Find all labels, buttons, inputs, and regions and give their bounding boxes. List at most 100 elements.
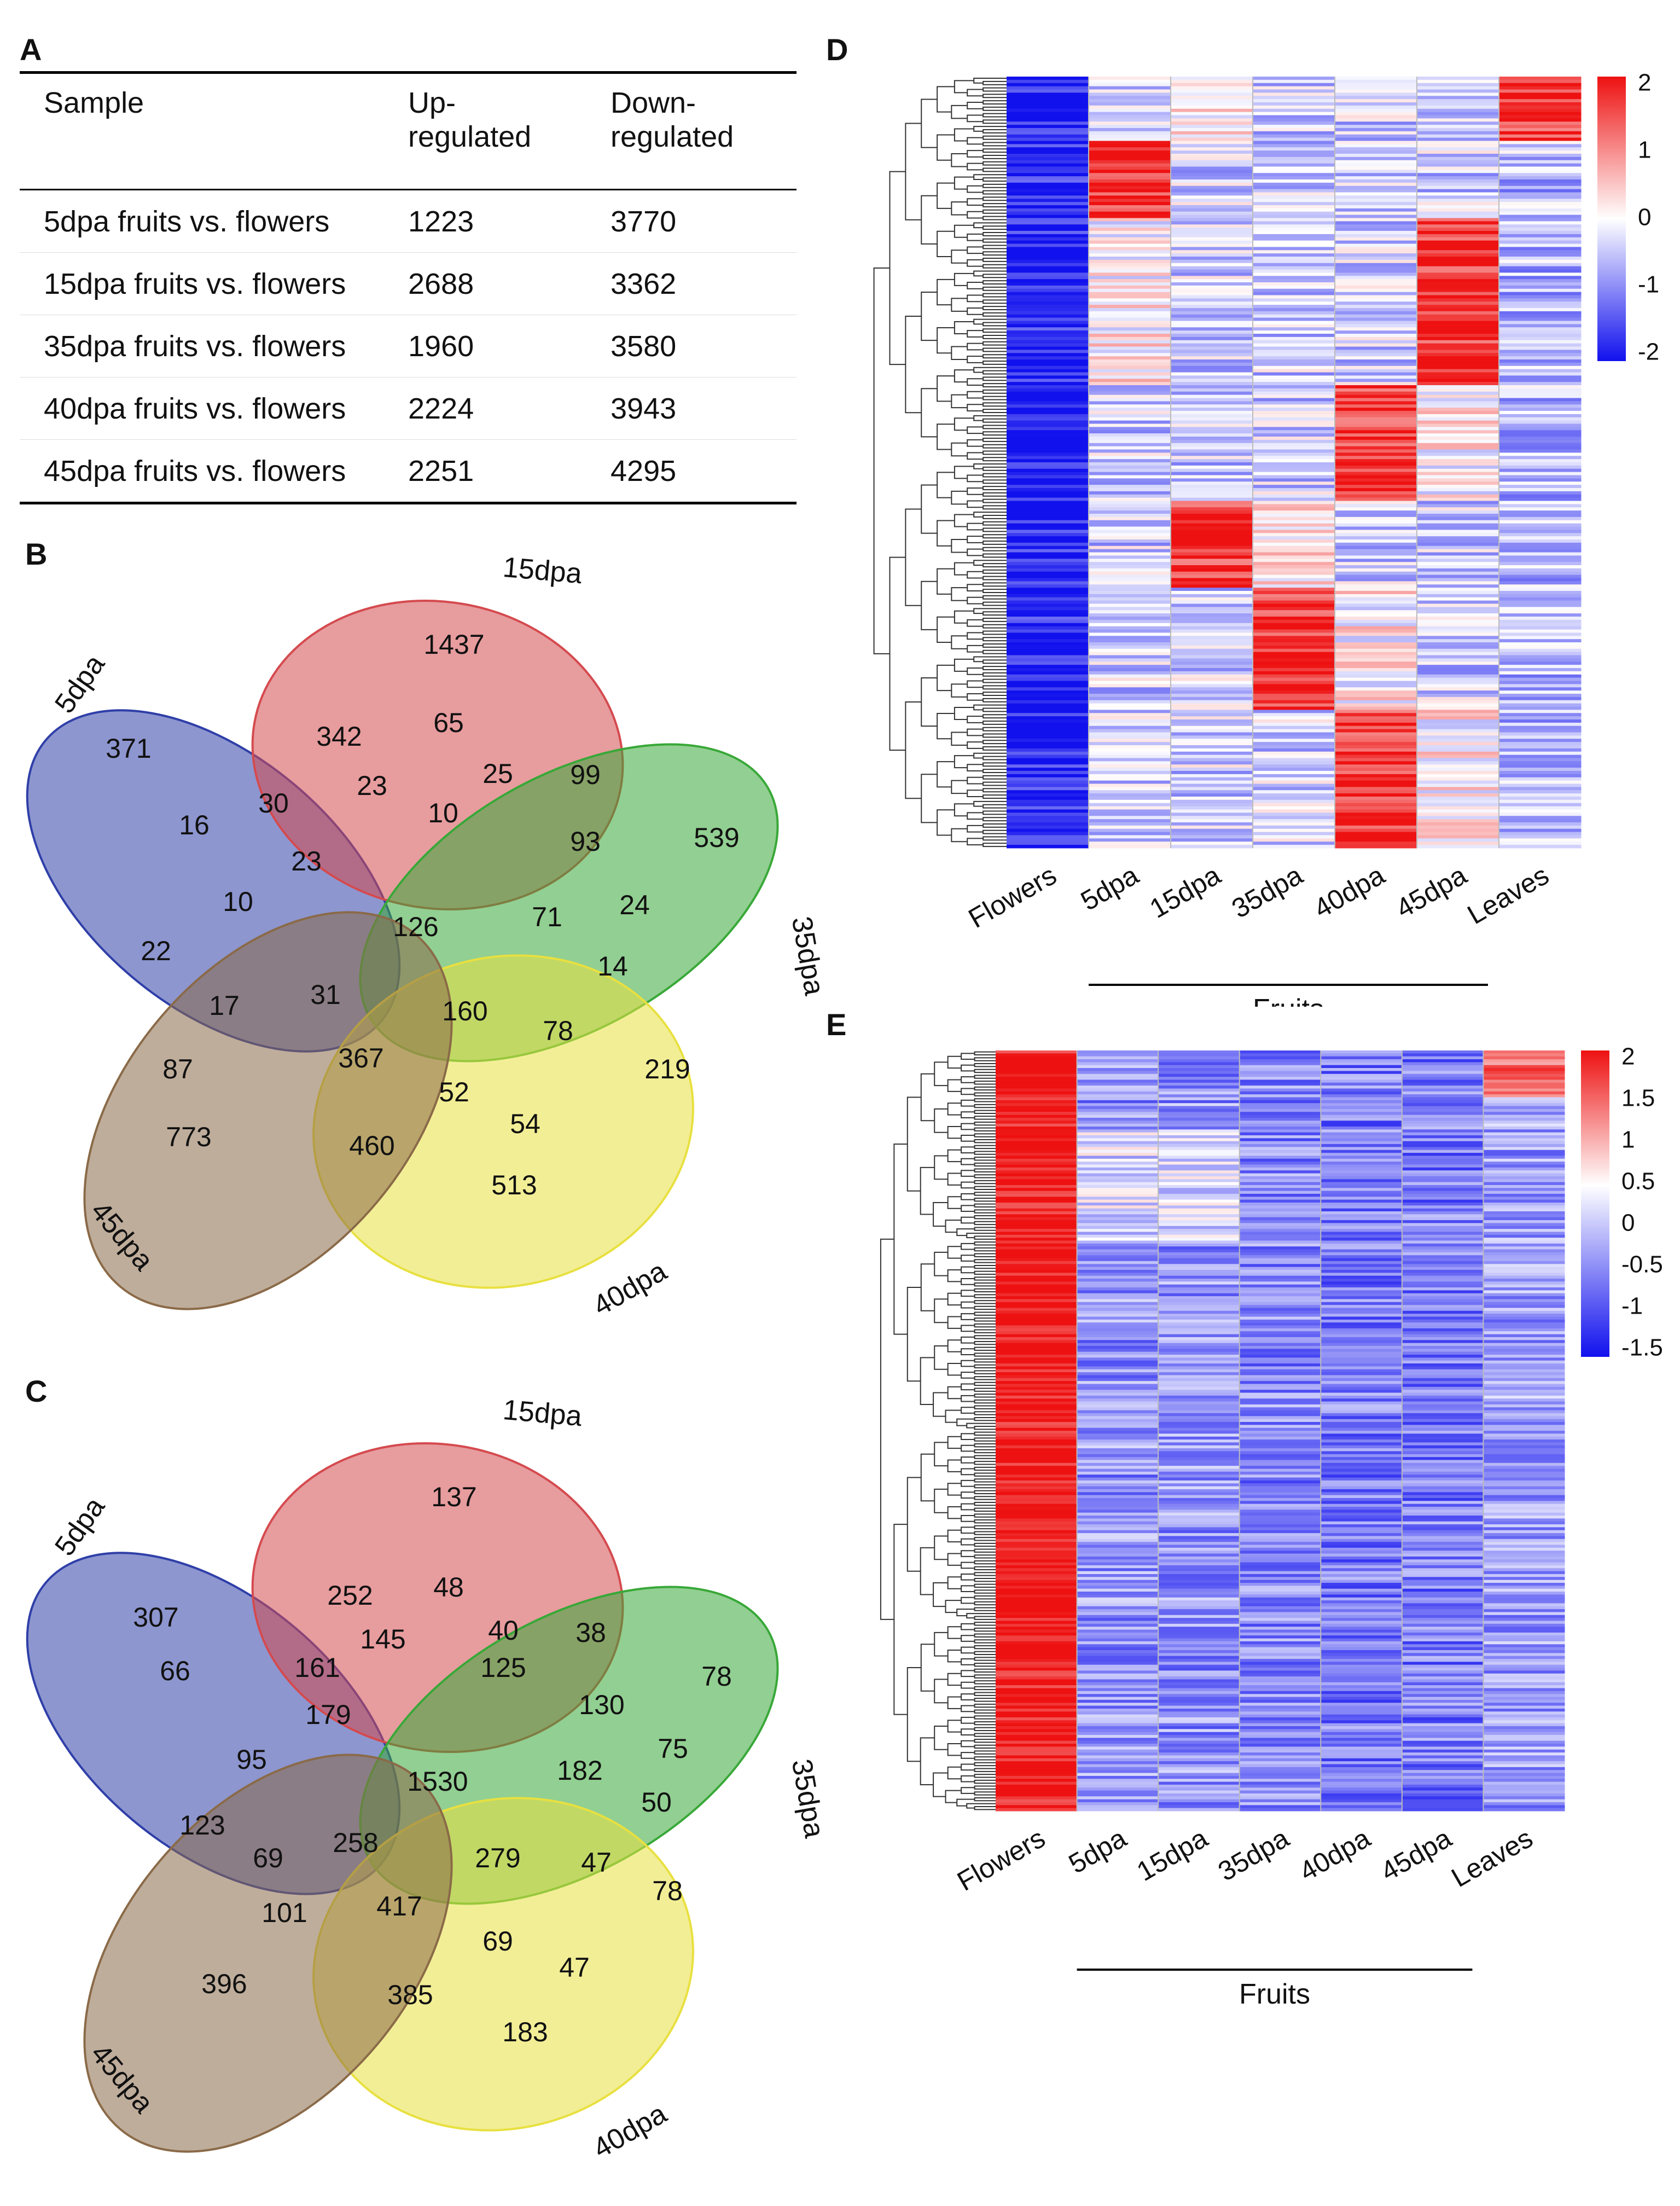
venn-count: 75 xyxy=(658,1733,688,1764)
heatmap-column-label: 5dpa xyxy=(1076,860,1143,916)
legend-tick-label: 0 xyxy=(1621,1210,1635,1236)
venn-set-label: 40dpa xyxy=(588,1255,672,1322)
venn-set-45dpa xyxy=(83,1754,453,2153)
cell-down: 3362 xyxy=(611,267,677,300)
venn-count: 1530 xyxy=(407,1766,468,1797)
cell-up: 1223 xyxy=(408,205,474,238)
table-bottom-rule xyxy=(20,502,797,504)
venn-count: 145 xyxy=(360,1624,405,1655)
venn-count: 93 xyxy=(570,826,601,857)
cell-sample: 35dpa fruits vs. flowers xyxy=(44,329,346,363)
venn-set-label: 5dpa xyxy=(49,1491,111,1561)
cell-down: 3580 xyxy=(611,329,677,363)
venn-count: 16 xyxy=(179,810,210,840)
venn-set-label: 15dpa xyxy=(502,552,583,590)
venn-count: 69 xyxy=(483,1926,513,1957)
venn-count: 258 xyxy=(333,1827,378,1858)
venn-count: 95 xyxy=(236,1744,267,1775)
panel-letter-a: A xyxy=(20,32,42,67)
venn-set-45dpa xyxy=(83,911,453,1310)
header-down: Down- regulated xyxy=(611,86,734,153)
heatmap-column-label: Flowers xyxy=(952,1822,1050,1897)
heatmap-column-label: 15dpa xyxy=(1144,860,1226,924)
venn-count: 22 xyxy=(141,936,171,966)
legend-tick-label: 0.5 xyxy=(1621,1168,1655,1195)
table-top-rule xyxy=(20,71,797,74)
legend-tick-label: -1 xyxy=(1638,271,1659,298)
legend-tick-label: -1 xyxy=(1621,1293,1643,1320)
heatmap-column-label: 35dpa xyxy=(1226,860,1308,924)
venn-count: 40 xyxy=(488,1615,519,1646)
legend-tick-label: 1.5 xyxy=(1621,1085,1655,1112)
venn-count: 30 xyxy=(258,788,289,818)
cell-up: 2224 xyxy=(408,392,474,425)
heatmap-column-label: Flowers xyxy=(963,860,1062,934)
venn-count: 38 xyxy=(575,1617,606,1648)
legend-tick-label: 0 xyxy=(1638,204,1651,231)
venn-count: 52 xyxy=(439,1077,469,1107)
venn-count: 1437 xyxy=(423,629,484,660)
cell-sample: 40dpa fruits vs. flowers xyxy=(44,392,346,425)
legend-tick-label: 1 xyxy=(1638,137,1651,164)
cell-down: 4295 xyxy=(611,454,677,487)
heatmap-dendrogram xyxy=(880,1051,996,1810)
legend-tick-label: -0.5 xyxy=(1621,1251,1663,1278)
heatmap-cells xyxy=(996,1050,1565,1812)
venn-count: 23 xyxy=(291,846,322,876)
venn-count: 78 xyxy=(701,1661,732,1692)
table-row: 40dpa fruits vs. flowers 2224 3943 xyxy=(20,378,797,440)
venn-count: 69 xyxy=(253,1843,283,1873)
venn-count: 50 xyxy=(641,1787,672,1818)
heatmap-column-label: 40dpa xyxy=(1294,1822,1376,1887)
table-row: 45dpa fruits vs. flowers 2251 4295 xyxy=(20,440,797,502)
heatmap-color-legend xyxy=(1581,1050,1609,1357)
header-sample: Sample xyxy=(44,86,144,119)
cell-up: 2688 xyxy=(408,267,474,300)
legend-tick-label: 2 xyxy=(1638,69,1651,96)
cell-sample: 5dpa fruits vs. flowers xyxy=(44,205,330,238)
venn-count: 87 xyxy=(162,1054,193,1084)
heatmap-column-label: 45dpa xyxy=(1375,1822,1457,1887)
fruits-group-label: Fruits xyxy=(1253,994,1324,1007)
venn-set-label: 35dpa xyxy=(786,914,821,998)
venn-count: 179 xyxy=(305,1699,351,1730)
legend-tick-label: 1 xyxy=(1621,1127,1635,1153)
panel-letter-b: B xyxy=(25,537,48,571)
panel-letter-c: C xyxy=(25,1374,48,1408)
table-header-row: Sample Up- regulated Down- regulated xyxy=(20,74,797,189)
venn-count: 25 xyxy=(483,758,513,789)
venn-count: 65 xyxy=(433,707,464,738)
venn-count: 371 xyxy=(106,733,151,764)
heatmap-column-label: 35dpa xyxy=(1213,1822,1294,1887)
venn-count: 307 xyxy=(133,1602,178,1633)
venn-count: 71 xyxy=(532,902,562,932)
venn-count: 137 xyxy=(431,1482,476,1512)
venn-count: 219 xyxy=(644,1054,690,1084)
table-row: 15dpa fruits vs. flowers 2688 3362 xyxy=(20,253,797,315)
fruits-group-label: Fruits xyxy=(1239,1978,1310,2010)
legend-tick-label: -1.5 xyxy=(1621,1334,1663,1361)
cell-sample: 15dpa fruits vs. flowers xyxy=(44,267,346,300)
venn-count: 31 xyxy=(310,979,341,1010)
venn-count: 539 xyxy=(694,822,739,853)
deg-table: Sample Up- regulated Down- regulated 5dp… xyxy=(20,71,797,504)
venn-count: 78 xyxy=(543,1015,573,1046)
venn-count: 17 xyxy=(209,990,240,1021)
heatmap-column-label: 40dpa xyxy=(1309,860,1390,924)
heatmap-color-legend xyxy=(1597,77,1626,361)
cell-down: 3943 xyxy=(611,392,677,425)
table-row: 5dpa fruits vs. flowers 1223 3770 xyxy=(20,190,797,253)
venn-count: 417 xyxy=(376,1891,422,1921)
venn-count: 773 xyxy=(166,1122,211,1152)
venn-count: 161 xyxy=(294,1652,340,1683)
legend-tick-label: 2 xyxy=(1621,1043,1635,1070)
heatmap-column-label: 15dpa xyxy=(1132,1822,1213,1887)
venn-count: 385 xyxy=(387,1979,433,2010)
header-up: Up- regulated xyxy=(408,86,532,153)
venn-count: 48 xyxy=(433,1572,464,1603)
venn-count: 367 xyxy=(338,1043,383,1073)
